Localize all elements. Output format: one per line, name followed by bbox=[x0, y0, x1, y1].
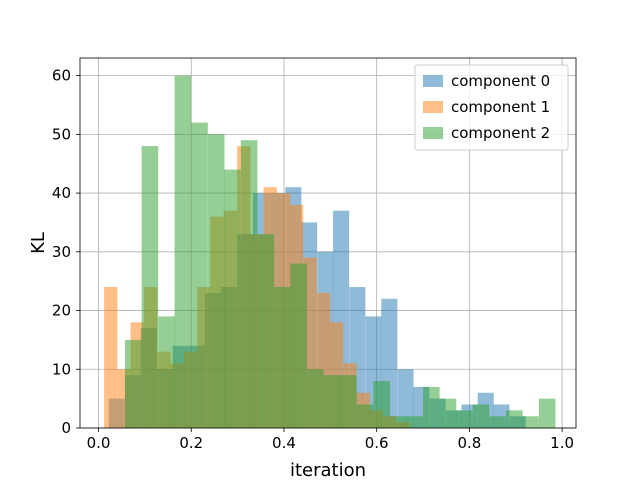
legend-label: component 0 bbox=[451, 72, 550, 90]
histogram-bar bbox=[506, 410, 523, 428]
y-tick-label: 30 bbox=[52, 243, 71, 261]
histogram-bar bbox=[423, 386, 440, 428]
histogram-bar bbox=[104, 287, 118, 428]
axis-ticks: 0.0 0.2 0.4 0.6 0.8 1.0 0 10 20 30 40 50 60 bbox=[52, 67, 574, 452]
histogram-bar bbox=[191, 122, 208, 428]
histogram-bar bbox=[439, 398, 457, 428]
y-axis-label: KL bbox=[28, 232, 49, 254]
legend: component 0 component 1 component 2 bbox=[414, 64, 569, 151]
histogram-bar bbox=[257, 234, 275, 428]
histogram-bar bbox=[390, 416, 407, 428]
series-2-bars bbox=[124, 75, 556, 429]
histogram-bar bbox=[406, 416, 423, 428]
legend-box bbox=[414, 64, 569, 151]
y-tick-label: 60 bbox=[52, 67, 71, 85]
histogram-bar bbox=[307, 369, 324, 428]
y-tick-label: 10 bbox=[52, 360, 71, 378]
legend-label: component 2 bbox=[451, 124, 550, 142]
histogram-bar bbox=[489, 416, 506, 428]
y-tick-label: 0 bbox=[61, 419, 71, 437]
histogram-bar bbox=[538, 398, 556, 428]
histogram-bar bbox=[356, 404, 374, 428]
y-tick-label: 40 bbox=[52, 184, 71, 202]
x-axis-label: iteration bbox=[290, 460, 366, 480]
histogram-bar bbox=[472, 404, 490, 428]
legend-label: component 1 bbox=[451, 98, 550, 116]
legend-swatch bbox=[423, 75, 443, 87]
legend-swatch bbox=[423, 127, 443, 139]
histogram-bar bbox=[207, 134, 225, 428]
histogram-bars bbox=[104, 75, 556, 429]
histogram-bar bbox=[158, 316, 175, 428]
x-tick-label: 0.6 bbox=[365, 434, 389, 452]
histogram-bar bbox=[174, 75, 192, 428]
histogram-bar bbox=[240, 140, 258, 428]
plot-frame bbox=[79, 57, 577, 429]
histogram-bar bbox=[397, 369, 414, 428]
histogram-bar bbox=[340, 375, 357, 428]
histogram-bar bbox=[323, 375, 341, 428]
histogram-bar bbox=[141, 146, 159, 428]
x-tick-label: 0.0 bbox=[87, 434, 111, 452]
y-tick-label: 50 bbox=[52, 125, 71, 143]
x-tick-label: 0.4 bbox=[272, 434, 296, 452]
histogram-bar bbox=[124, 339, 142, 428]
x-tick-label: 1.0 bbox=[550, 434, 574, 452]
x-tick-label: 0.8 bbox=[457, 434, 481, 452]
histogram-bar bbox=[373, 381, 390, 428]
x-tick-label: 0.2 bbox=[179, 434, 203, 452]
histogram-bar bbox=[224, 169, 241, 429]
histogram-bar bbox=[290, 263, 308, 428]
histogram-bar bbox=[274, 287, 291, 428]
y-tick-label: 20 bbox=[52, 302, 71, 320]
histogram-bar bbox=[455, 410, 473, 428]
histogram-bar bbox=[522, 416, 539, 428]
legend-swatch bbox=[423, 101, 443, 113]
